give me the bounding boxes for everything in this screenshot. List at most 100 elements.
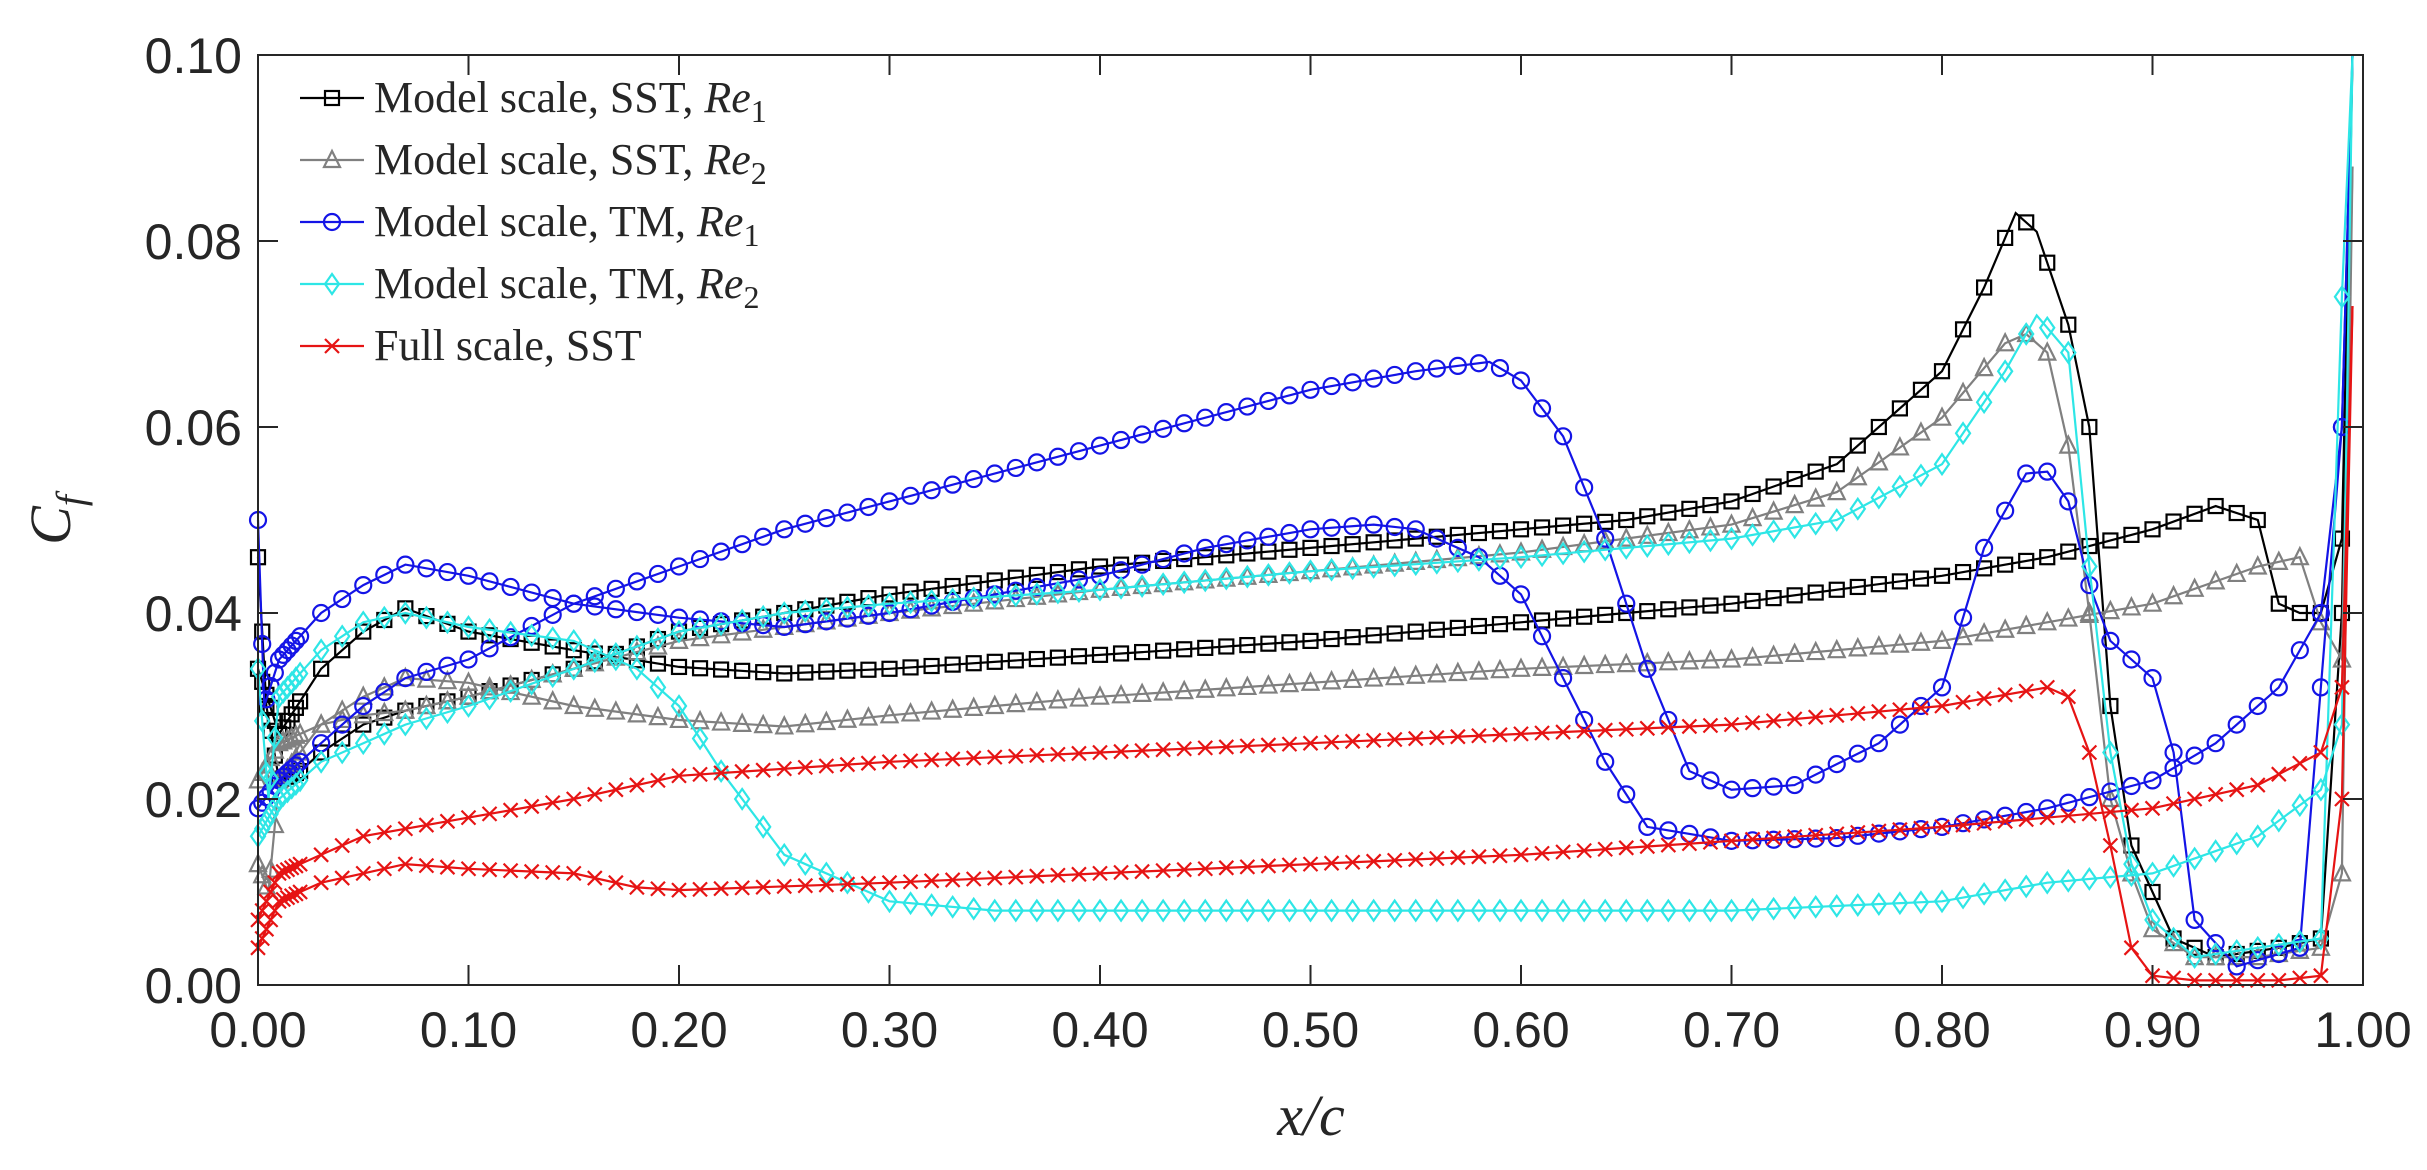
data-point — [1763, 500, 1784, 520]
data-point — [1238, 397, 1257, 416]
data-point — [1008, 869, 1024, 885]
data-point — [1238, 531, 1257, 550]
data-point — [1976, 815, 1992, 831]
data-point — [1154, 572, 1172, 597]
data-point — [458, 685, 479, 705]
data-point — [1660, 898, 1677, 923]
data-point — [1218, 739, 1235, 755]
data-point — [1554, 541, 1572, 566]
data-point — [292, 693, 309, 710]
data-point — [2058, 434, 2079, 454]
series-line — [256, 306, 2354, 949]
data-point — [2185, 910, 2204, 930]
data-point — [544, 864, 561, 881]
data-point — [1871, 823, 1887, 839]
data-point — [502, 679, 519, 704]
data-point — [2144, 521, 2161, 538]
data-point — [629, 879, 645, 896]
data-point — [1890, 822, 1910, 841]
data-point — [287, 666, 305, 691]
data-point — [1050, 746, 1066, 763]
data-point — [1469, 354, 1489, 373]
data-point — [1532, 627, 1552, 646]
data-point — [1301, 520, 1320, 539]
data-point — [2249, 777, 2266, 793]
data-point — [313, 874, 329, 891]
data-point — [627, 572, 647, 591]
data-point — [501, 577, 520, 597]
data-point — [670, 658, 688, 676]
data-point — [1575, 898, 1593, 923]
data-point — [902, 891, 919, 916]
data-point — [1659, 821, 1678, 840]
data-point — [1070, 898, 1088, 923]
data-point — [1049, 563, 1067, 581]
data-point — [1974, 356, 1994, 377]
data-point — [544, 664, 562, 689]
data-point — [1195, 678, 1216, 698]
data-point — [523, 798, 540, 815]
data-point — [1029, 868, 1045, 884]
data-point — [2186, 939, 2203, 956]
data-point — [2205, 569, 2226, 590]
data-point — [1553, 655, 1573, 676]
data-point — [1934, 819, 1950, 835]
data-point — [1764, 777, 1783, 796]
data-point — [775, 520, 794, 539]
data-point — [2037, 610, 2058, 631]
data-point — [523, 623, 540, 648]
data-point — [2060, 807, 2077, 824]
data-point — [1534, 845, 1550, 862]
data-point — [1512, 614, 1530, 631]
data-point — [1617, 898, 1635, 923]
data-point — [1513, 847, 1529, 863]
data-point — [1217, 403, 1236, 422]
data-point — [1785, 775, 1804, 795]
data-point — [1239, 545, 1256, 562]
data-point — [353, 703, 374, 724]
data-point — [1302, 856, 1319, 872]
data-point — [1933, 889, 1951, 914]
y-tick-label: 0.04 — [145, 586, 242, 642]
data-point — [1091, 558, 1109, 575]
data-point — [1113, 864, 1129, 881]
data-point — [286, 631, 305, 651]
data-point — [353, 685, 374, 705]
data-point — [965, 750, 982, 766]
data-point — [1826, 480, 1847, 501]
data-point — [418, 605, 435, 630]
data-point — [628, 656, 646, 681]
data-point — [1470, 898, 1488, 923]
data-point — [1364, 515, 1383, 534]
data-point — [2248, 951, 2267, 970]
data-point — [984, 694, 1005, 715]
data-point — [1912, 570, 1930, 587]
data-point — [271, 865, 287, 882]
data-point — [565, 865, 582, 882]
data-point — [1807, 584, 1824, 601]
data-point — [1658, 650, 1679, 671]
data-point — [1785, 830, 1804, 849]
data-point — [1239, 898, 1256, 923]
data-point — [256, 874, 277, 895]
data-point — [1133, 574, 1151, 598]
data-point — [523, 671, 540, 696]
data-point — [460, 694, 477, 718]
data-point — [283, 860, 300, 876]
data-point — [1553, 668, 1573, 688]
data-point — [1196, 538, 1215, 558]
data-point — [375, 682, 394, 702]
data-point — [375, 721, 393, 746]
data-point — [1007, 652, 1024, 669]
data-point — [923, 893, 940, 917]
data-point — [2207, 839, 2224, 863]
data-point — [1386, 731, 1403, 748]
data-point — [1071, 745, 1087, 762]
data-point — [1365, 555, 1382, 579]
data-point — [267, 874, 283, 891]
data-point — [733, 535, 752, 554]
data-point — [1996, 359, 2014, 384]
data-point — [1723, 526, 1740, 551]
data-point — [1721, 513, 1742, 533]
